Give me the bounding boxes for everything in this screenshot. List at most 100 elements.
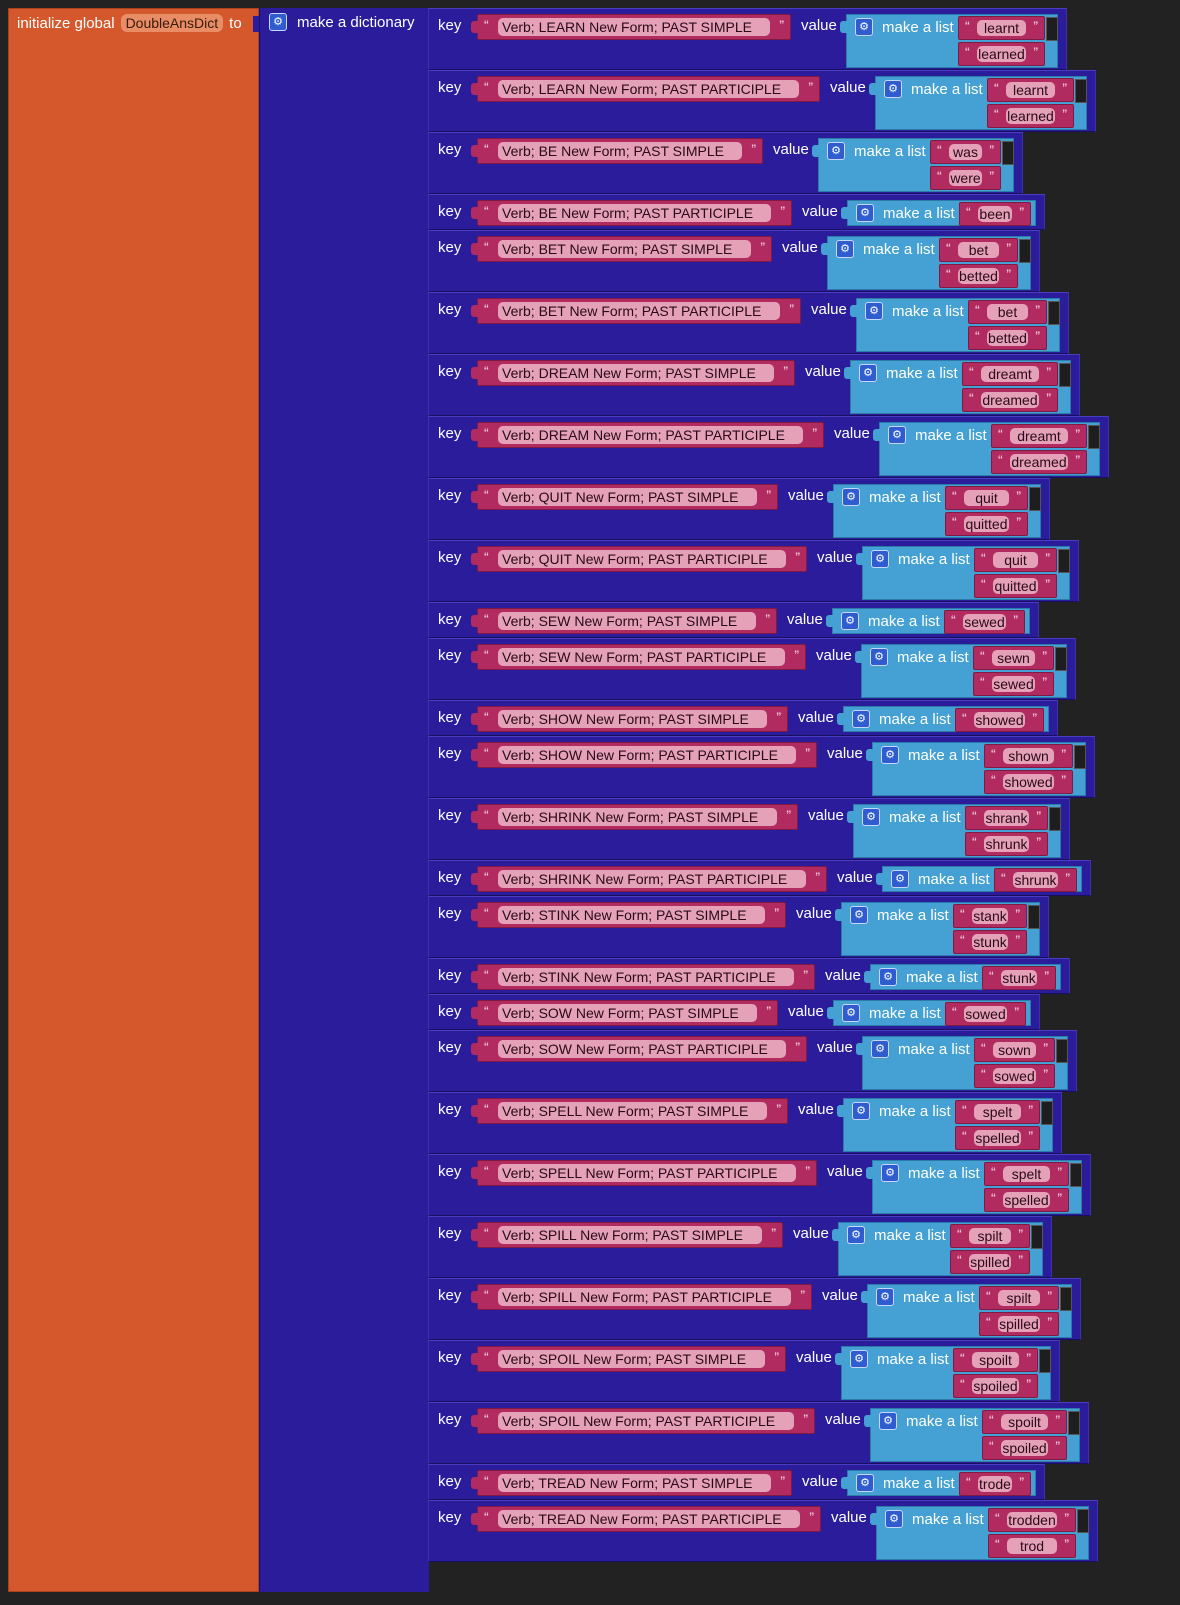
gear-icon[interactable]: ⚙ [871, 550, 889, 568]
key-text-block[interactable]: “ ” Verb; SHRINK New Form; PAST PARTICIPLE [471, 866, 827, 892]
list-item-text-block[interactable]: “ ” sowed [974, 1064, 1055, 1088]
list-item-text-field[interactable]: dreamt [1010, 428, 1068, 444]
dictionary-pair[interactable]: key “ ” Verb; SPOIL New Form; PAST PARTICIP… [428, 1402, 1089, 1464]
list-item-text-field[interactable]: trodden [1007, 1512, 1057, 1528]
empty-list-slot[interactable] [1077, 1509, 1089, 1533]
make-a-list-block[interactable]: ⚙ make a list “ ” spelt “ ” spelled [837, 1098, 1053, 1152]
key-text-field[interactable]: Verb; SHOW New Form; PAST SIMPLE [498, 710, 767, 728]
gear-icon[interactable]: ⚙ [856, 1474, 874, 1492]
make-a-list-block[interactable]: ⚙ make a list “ ” learnt “ ” learned [869, 76, 1087, 130]
list-item-text-block[interactable]: “ ” was [930, 140, 1001, 164]
list-item-text-field[interactable]: sewn [992, 650, 1035, 666]
list-item-text-field[interactable]: been [978, 206, 1012, 222]
key-text-field[interactable]: Verb; SOW New Form; PAST SIMPLE [498, 1004, 757, 1022]
gear-icon[interactable]: ⚙ [871, 1040, 889, 1058]
list-item-text-block[interactable]: “ ” sewed [944, 610, 1025, 634]
list-item-text-field[interactable]: shrank [984, 810, 1029, 826]
list-item-text-field[interactable]: bet [987, 304, 1028, 320]
empty-list-slot[interactable] [1058, 549, 1070, 573]
list-item-text-block[interactable]: “ ” spoilt [982, 1410, 1067, 1434]
list-item-text-block[interactable]: “ ” spilled [950, 1250, 1030, 1274]
dictionary-pair[interactable]: key “ ” Verb; STINK New Form; PAST SIMPLE va… [428, 896, 1049, 958]
dictionary-pair[interactable]: key “ ” Verb; DREAM New Form; PAST SIMPLE va… [428, 354, 1080, 416]
dictionary-pair[interactable]: key “ ” Verb; SHRINK New Form; PAST PARTICI… [428, 860, 1091, 896]
list-item-text-field[interactable]: stank [972, 908, 1008, 924]
key-text-block[interactable]: “ ” Verb; SOW New Form; PAST PARTICIPLE [471, 1036, 807, 1062]
dictionary-pair[interactable]: key “ ” Verb; TREAD New Form; PAST SIMPLE va… [428, 1464, 1045, 1500]
dictionary-pair[interactable]: key “ ” Verb; BE New Form; PAST PARTICIPLE v… [428, 194, 1045, 230]
list-item-text-block[interactable]: “ ” sewn [973, 646, 1054, 670]
dictionary-pair[interactable]: key “ ” Verb; SPELL New Form; PAST PARTICIP… [428, 1154, 1091, 1216]
empty-list-slot[interactable] [1039, 1349, 1051, 1373]
make-a-list-block[interactable]: ⚙ make a list “ ” was “ ” were [812, 138, 1014, 192]
dictionary-pair[interactable]: key “ ” Verb; SPELL New Form; PAST SIMPLE va… [428, 1092, 1062, 1154]
key-text-field[interactable]: Verb; BET New Form; PAST SIMPLE [498, 240, 751, 258]
list-item-text-block[interactable]: “ ” spelt [984, 1162, 1069, 1186]
list-item-text-field[interactable]: sowed [964, 1006, 1007, 1022]
initialize-global-block[interactable]: initialize global DoubleAnsDict to [8, 8, 262, 1592]
list-item-text-block[interactable]: “ ” spoiled [953, 1374, 1038, 1398]
key-text-field[interactable]: Verb; QUIT New Form; PAST SIMPLE [498, 488, 757, 506]
dictionary-pair[interactable]: key “ ” Verb; SOW New Form; PAST PARTICIPLE… [428, 1030, 1077, 1092]
empty-list-slot[interactable] [1068, 1411, 1080, 1435]
gear-icon[interactable]: ⚙ [855, 18, 873, 36]
dictionary-pair[interactable]: key “ ” Verb; SHRINK New Form; PAST SIMPLE v… [428, 798, 1070, 860]
make-a-list-block[interactable]: ⚙ make a list “ ” dreamt “ ” dreamed [844, 360, 1071, 414]
empty-list-slot[interactable] [1002, 141, 1014, 165]
make-a-list-block[interactable]: ⚙ make a list “ ” spoilt “ ” spoiled [864, 1408, 1080, 1462]
empty-list-slot[interactable] [1019, 239, 1031, 263]
list-item-text-field[interactable]: betted [987, 330, 1028, 346]
list-item-text-field[interactable]: showed [974, 712, 1025, 728]
key-text-block[interactable]: “ ” Verb; SHOW New Form; PAST SIMPLE [471, 706, 788, 732]
gear-icon[interactable]: ⚙ [847, 1226, 865, 1244]
list-item-text-block[interactable]: “ ” dreamed [962, 388, 1058, 412]
make-a-list-block[interactable]: ⚙ make a list “ ” bet “ ” betted [821, 236, 1031, 290]
gear-icon[interactable]: ⚙ [885, 1510, 903, 1528]
make-a-list-block[interactable]: ⚙ make a list “ ” trodden “ ” trod [870, 1506, 1089, 1560]
gear-icon[interactable]: ⚙ [842, 1004, 860, 1022]
key-text-field[interactable]: Verb; SHRINK New Form; PAST SIMPLE [498, 808, 777, 826]
list-item-text-block[interactable]: “ ” dreamt [991, 424, 1087, 448]
make-a-list-block[interactable]: ⚙ make a list “ ” spelt “ ” spelled [866, 1160, 1082, 1214]
empty-list-slot[interactable] [1075, 79, 1087, 103]
gear-icon[interactable]: ⚙ [876, 1288, 894, 1306]
empty-list-slot[interactable] [1041, 1101, 1053, 1125]
dictionary-pair[interactable]: key “ ” Verb; BET New Form; PAST PARTICIPLE… [428, 292, 1069, 354]
dictionary-pair[interactable]: key “ ” Verb; SOW New Form; PAST SIMPLE valu… [428, 994, 1040, 1030]
list-item-text-field[interactable]: stunk [972, 934, 1008, 950]
list-item-text-block[interactable]: “ ” shrunk [994, 868, 1077, 892]
gear-icon[interactable]: ⚙ [888, 426, 906, 444]
make-a-list-block[interactable]: ⚙ make a list “ ” shrank “ ” shrunk [847, 804, 1061, 858]
key-text-block[interactable]: “ ” Verb; SPELL New Form; PAST SIMPLE [471, 1098, 788, 1124]
gear-icon[interactable]: ⚙ [870, 648, 888, 666]
list-item-text-field[interactable]: spelt [974, 1104, 1021, 1120]
list-item-text-field[interactable]: spelt [1003, 1166, 1050, 1182]
key-text-block[interactable]: “ ” Verb; DREAM New Form; PAST PARTICIPLE [471, 422, 824, 448]
key-text-block[interactable]: “ ” Verb; SPOIL New Form; PAST SIMPLE [471, 1346, 786, 1372]
list-item-text-field[interactable]: stunk [1001, 970, 1037, 986]
key-text-field[interactable]: Verb; TREAD New Form; PAST PARTICIPLE [498, 1510, 800, 1528]
list-item-text-block[interactable]: “ ” spilled [979, 1312, 1059, 1336]
list-item-text-field[interactable]: spoilt [1001, 1414, 1048, 1430]
key-text-field[interactable]: Verb; SPILL New Form; PAST PARTICIPLE [498, 1288, 791, 1306]
list-item-text-block[interactable]: “ ” quitted [945, 512, 1028, 536]
list-item-text-block[interactable]: “ ” shrunk [965, 832, 1048, 856]
list-item-text-field[interactable]: were [949, 170, 982, 186]
key-text-block[interactable]: “ ” Verb; SEW New Form; PAST PARTICIPLE [471, 644, 806, 670]
key-text-block[interactable]: “ ” Verb; TREAD New Form; PAST SIMPLE [471, 1470, 792, 1496]
empty-list-slot[interactable] [1056, 1039, 1068, 1063]
gear-icon[interactable]: ⚙ [836, 240, 854, 258]
list-item-text-block[interactable]: “ ” been [959, 202, 1031, 226]
empty-list-slot[interactable] [1059, 363, 1071, 387]
dictionary-pair[interactable]: key “ ” Verb; QUIT New Form; PAST PARTICIPL… [428, 540, 1079, 602]
list-item-text-field[interactable]: sewed [992, 676, 1035, 692]
dictionary-pair[interactable]: key “ ” Verb; SEW New Form; PAST PARTICIPLE… [428, 638, 1076, 700]
list-item-text-field[interactable]: quitted [993, 578, 1038, 594]
empty-list-slot[interactable] [1028, 905, 1040, 929]
gear-icon[interactable]: ⚙ [879, 968, 897, 986]
list-item-text-block[interactable]: “ ” shown [984, 744, 1073, 768]
key-text-field[interactable]: Verb; SPILL New Form; PAST SIMPLE [498, 1226, 762, 1244]
dictionary-pair[interactable]: key “ ” Verb; DREAM New Form; PAST PARTICIP… [428, 416, 1109, 478]
make-a-list-block[interactable]: ⚙ make a list “ ” spoilt “ ” spoiled [835, 1346, 1051, 1400]
list-item-text-field[interactable]: spoilt [972, 1352, 1019, 1368]
